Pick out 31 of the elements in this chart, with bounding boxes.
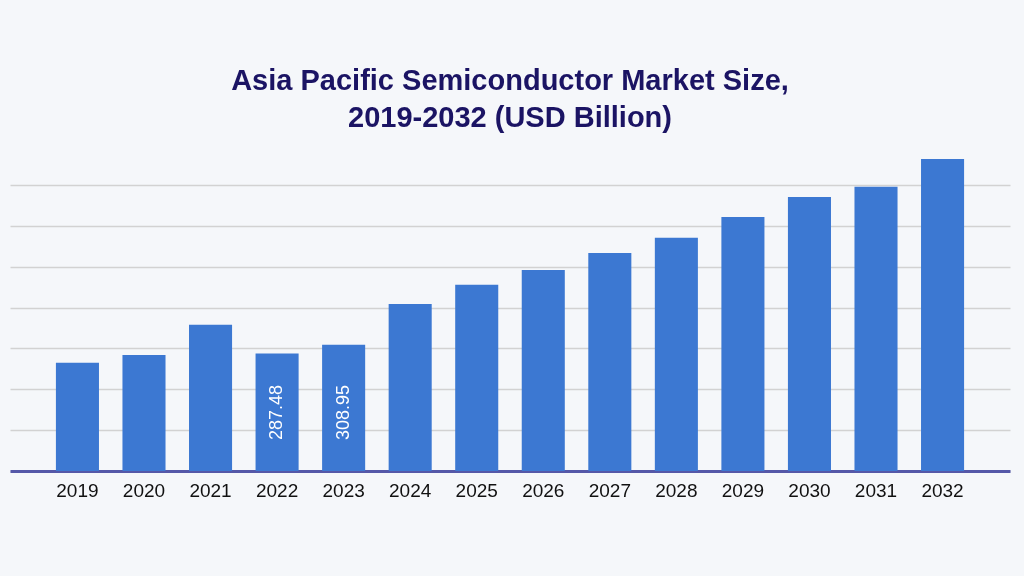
bar <box>322 344 366 471</box>
x-tick-label: 2022 <box>255 479 299 501</box>
x-tick-label: 2028 <box>655 479 698 501</box>
x-tick-label: 2029 <box>721 479 765 501</box>
x-tick-label: 2030 <box>788 479 831 501</box>
bar <box>122 355 166 471</box>
x-tick-label: 2026 <box>522 479 565 501</box>
bar <box>787 196 831 471</box>
x-tick-label: 2025 <box>455 479 498 501</box>
bar <box>921 159 965 471</box>
bar <box>388 303 432 471</box>
x-tick-label: 2027 <box>588 479 631 501</box>
x-tick-label: 2020 <box>122 479 166 501</box>
x-tick-label: 2024 <box>389 479 432 501</box>
bar <box>189 324 233 471</box>
data-label: 308.95 <box>332 384 353 440</box>
bar <box>654 237 698 471</box>
bar <box>55 362 99 471</box>
bar <box>521 270 565 471</box>
x-tick-label: 2019 <box>56 479 99 501</box>
x-tick-label: 2032 <box>921 479 964 501</box>
bar <box>721 216 765 471</box>
bar <box>854 186 898 471</box>
bar <box>255 353 299 471</box>
x-tick-label: 2021 <box>189 479 232 501</box>
bar <box>588 252 632 471</box>
chart-title: Asia Pacific Semiconductor Market Size, 2019-2032 (USD Billion) <box>231 64 789 133</box>
x-tick-label: 2031 <box>854 479 898 501</box>
data-label: 287.48 <box>266 384 287 440</box>
bar <box>455 284 499 471</box>
x-tick-label: 2023 <box>322 479 365 501</box>
